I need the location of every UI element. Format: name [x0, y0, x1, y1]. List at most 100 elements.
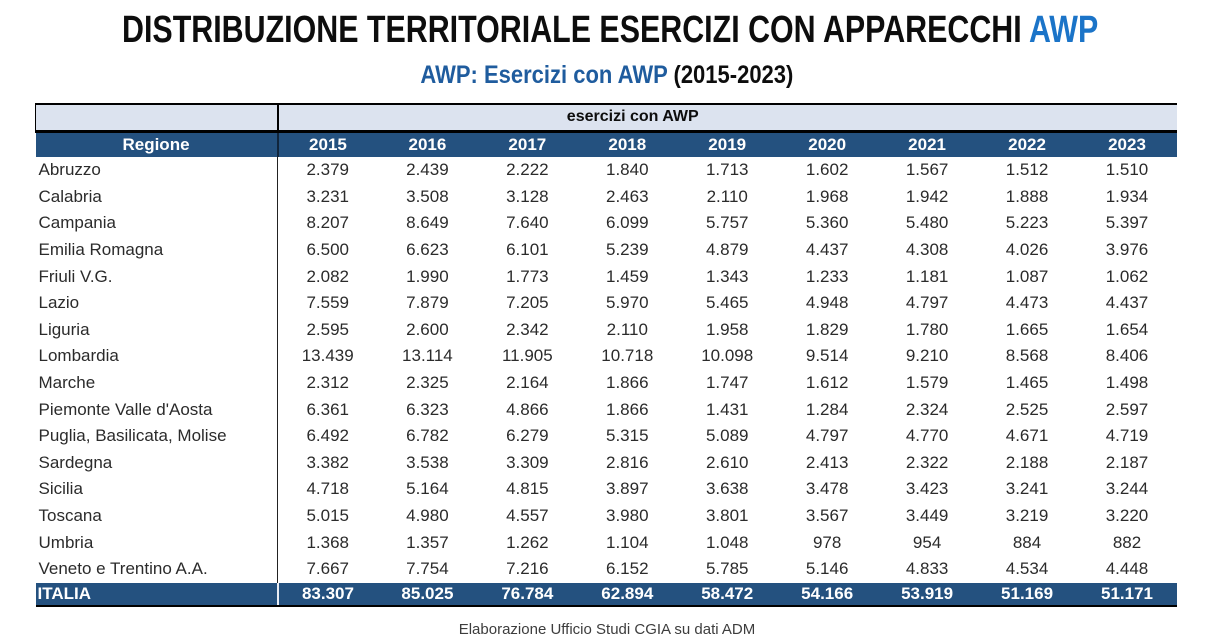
value-cell: 1.284 [805, 399, 849, 419]
value-cell: 4.718 [277, 476, 378, 503]
value-cell: 5.397 [1105, 213, 1149, 233]
value-cell: 6.279 [506, 426, 549, 446]
value-cell: 7.754 [406, 559, 449, 579]
group-header-row: esercizi con AWP [35, 104, 1177, 133]
value-cell: 4.534 [1005, 559, 1049, 579]
value-cell: 2.413 [805, 452, 849, 472]
value-cell: 4.557 [506, 506, 549, 526]
region-cell: Sardegna [38, 452, 113, 472]
value-cell: 4.833 [905, 559, 949, 579]
total-value-cell: 62.894 [577, 582, 678, 607]
value-cell: 4.770 [905, 426, 949, 446]
value-cell: 5.015 [277, 502, 378, 530]
value-cell: 8.207 [277, 210, 378, 237]
source-note: Elaborazione Ufficio Studi CGIA su dati … [458, 620, 756, 637]
value-cell: 7.559 [277, 289, 378, 317]
title-accent-part: AWP [1029, 9, 1099, 51]
value-cell: 1.942 [905, 186, 949, 206]
value-cell: 5.480 [905, 213, 949, 233]
region-cell: Abruzzo [38, 160, 101, 180]
value-cell: 5.223 [1005, 213, 1049, 233]
value-cell: 1.968 [805, 186, 849, 206]
value-cell: 1.459 [606, 266, 649, 286]
value-cell: 5.146 [805, 559, 849, 579]
value-cell: 1.262 [506, 532, 549, 552]
year-header: 2015 [276, 131, 378, 157]
region-cell: Lombardia [38, 346, 119, 366]
value-cell: 5.757 [705, 213, 749, 233]
value-cell: 1.713 [705, 160, 749, 180]
value-cell: 7.640 [506, 213, 549, 233]
regione-header: Regione [35, 131, 278, 157]
value-cell: 2.610 [705, 452, 749, 472]
table-body: Abruzzo 2.379 2.439 2.222 1.840 1.713 1.602 1.5… [36, 157, 1178, 583]
value-cell: 1.357 [406, 532, 449, 552]
table-row: Emilia Romagna 6.500 6.623 6.101 5.239 4.879 4… [36, 236, 1178, 264]
year-header: 2018 [577, 131, 678, 157]
value-cell: 3.567 [805, 506, 849, 526]
value-cell: 2.187 [1105, 452, 1149, 472]
value-cell: 3.220 [1105, 506, 1149, 526]
table-row: Veneto e Trentino A.A. 7.667 7.754 7.216 6.1… [36, 555, 1178, 583]
value-cell: 5.785 [705, 559, 749, 579]
group-header-cell: esercizi con AWP [276, 104, 1177, 133]
value-cell: 6.500 [277, 236, 378, 264]
year-header-row: Regione 2015 2016 2017 2018 2019 2020 2021 2022… [35, 131, 1177, 157]
region-cell: Campania [38, 213, 117, 233]
region-cell: Emilia Romagna [38, 240, 164, 260]
value-cell: 1.888 [1005, 186, 1049, 206]
value-cell: 2.322 [905, 452, 949, 472]
year-header: 2019 [677, 131, 778, 157]
value-cell: 1.780 [905, 319, 949, 339]
value-cell: 3.219 [1005, 506, 1049, 526]
table-row: Toscana 5.015 4.980 4.557 3.980 3.801 3.567 3.4… [36, 502, 1178, 530]
awp-table: esercizi con AWP Regione 2015 2016 2017 201… [35, 103, 1177, 607]
year-header: 2020 [777, 131, 878, 157]
value-cell: 2.463 [606, 186, 649, 206]
value-cell: 5.465 [705, 293, 749, 313]
value-cell: 9.514 [805, 346, 849, 366]
region-cell: Piemonte Valle d'Aosta [38, 399, 213, 419]
total-value-cell: 76.784 [477, 582, 578, 607]
table-row: Calabria 3.231 3.508 3.128 2.463 2.110 1.968 1.… [36, 183, 1178, 211]
value-cell: 7.205 [506, 293, 549, 313]
total-label: ITALIA [35, 582, 278, 607]
value-cell: 1.958 [705, 319, 749, 339]
value-cell: 2.188 [1005, 452, 1049, 472]
value-cell: 2.312 [277, 369, 378, 397]
value-cell: 2.600 [406, 319, 449, 339]
value-cell: 10.098 [701, 346, 754, 366]
value-cell: 2.324 [905, 399, 949, 419]
value-cell: 1.431 [705, 399, 749, 419]
value-cell: 7.216 [506, 559, 549, 579]
region-cell: Sicilia [38, 479, 83, 499]
total-row: ITALIA 83.307 85.025 76.784 62.894 58.472 54.… [35, 582, 1177, 607]
value-cell: 2.222 [506, 160, 549, 180]
value-cell: 8.649 [406, 213, 449, 233]
value-cell: 1.498 [1105, 373, 1149, 393]
total-value-cell: 83.307 [276, 582, 378, 607]
value-cell: 3.449 [905, 506, 949, 526]
value-cell: 5.239 [606, 240, 649, 260]
value-cell: 6.623 [406, 240, 449, 260]
value-cell: 2.082 [277, 263, 378, 290]
year-header: 2023 [1077, 131, 1177, 157]
table-row: Piemonte Valle d'Aosta 6.361 6.323 4.866 1.8… [36, 396, 1178, 423]
value-cell: 2.439 [406, 160, 449, 180]
value-cell: 2.379 [277, 157, 378, 184]
region-cell: Lazio [38, 293, 80, 313]
table-row: Puglia, Basilicata, Molise 6.492 6.782 6.27… [36, 422, 1178, 450]
value-cell: 1.866 [606, 373, 649, 393]
value-cell: 6.782 [406, 426, 449, 446]
value-cell: 4.879 [705, 240, 749, 260]
value-cell: 13.439 [277, 343, 378, 370]
title-black-part: DISTRIBUZIONE TERRITORIALE ESERCIZI CON … [122, 9, 1030, 51]
region-cell: Veneto e Trentino A.A. [38, 559, 208, 579]
value-cell: 4.797 [905, 293, 949, 313]
value-cell: 1.104 [606, 532, 649, 552]
value-cell: 5.970 [606, 293, 649, 313]
table-row: Lombardia 13.439 13.114 11.905 10.718 10.098 9… [36, 343, 1178, 370]
page-subtitle: AWP: Esercizi con AWP (2015-2023) [0, 60, 1214, 94]
value-cell: 4.473 [1005, 293, 1049, 313]
